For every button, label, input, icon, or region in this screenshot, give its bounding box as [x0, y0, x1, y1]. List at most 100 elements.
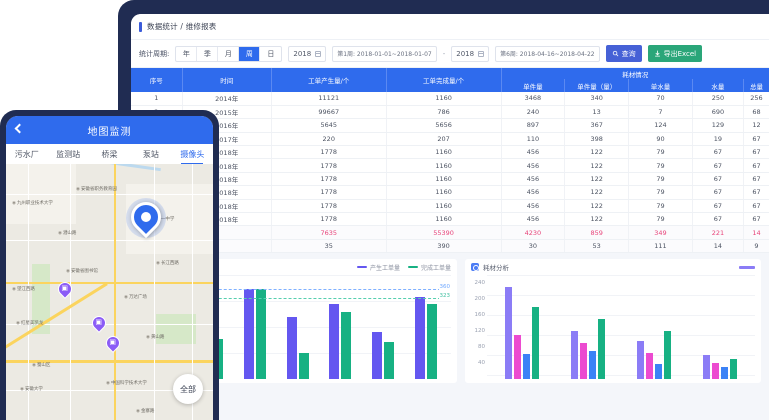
map-poi-label: 蜀山区 — [32, 362, 51, 368]
marker-line-created: 360 — [144, 284, 451, 291]
tab-camera[interactable]: 摄像头 — [172, 149, 213, 160]
col-group-materials: 耗材情况 — [501, 68, 769, 79]
table-cell: 19 — [692, 132, 744, 147]
week-range-end[interactable]: 第6周: 2018-04-16~2018-04-22 — [495, 45, 600, 62]
chart-icon — [471, 263, 479, 272]
table-row: 32016年5645565689736712412912 — [131, 118, 769, 133]
table-cell: 67 — [743, 132, 769, 147]
table-cell: 1160 — [386, 145, 502, 160]
year-end-picker[interactable]: 2018 — [451, 45, 490, 62]
period-option-day[interactable]: 日 — [267, 49, 275, 58]
tab-pump-station[interactable]: 泵站 — [142, 149, 159, 159]
week-range-start[interactable]: 第1周: 2018-01-01~2018-01-07 — [332, 45, 437, 62]
table-cell: 67 — [743, 199, 769, 214]
bar-B[interactable] — [711, 363, 719, 380]
bar-C[interactable] — [654, 364, 662, 380]
col-time: 时间 — [182, 68, 272, 92]
table-cell: 79 — [628, 199, 693, 214]
bar-A[interactable] — [505, 287, 513, 380]
material-chart-legend — [739, 265, 755, 269]
bar-产生工单量[interactable] — [371, 331, 382, 380]
legend-item-created[interactable]: 产生工单量 — [356, 263, 400, 272]
table-cell: 122 — [564, 185, 630, 200]
map-poi-label: 红星美凯龙 — [16, 320, 44, 326]
tab-monitoring-station[interactable]: 监测站 — [56, 149, 81, 159]
table-cell: 456 — [501, 185, 566, 200]
bar-完成工单量[interactable] — [383, 341, 394, 380]
breadcrumb: 数据统计 / 维修报表 — [131, 14, 769, 40]
export-excel-button[interactable]: 导出Excel — [647, 45, 703, 62]
table-cell: 250 — [692, 92, 744, 106]
period-option-quarter[interactable]: 季 — [197, 46, 219, 61]
bar-B[interactable] — [645, 353, 653, 380]
table-total-row: 合计763555390423085934922114 — [131, 225, 769, 240]
filter-toolbar: 统计周期: 年 季 月 周 日 2018 第1周: 2018-01-01~201… — [131, 40, 769, 68]
table-cell: 122 — [564, 145, 630, 160]
table-cell: 256 — [743, 92, 769, 106]
material-chart-card: 耗材分析 240 200 160 120 80 40 — [465, 259, 761, 384]
y-axis-tick: 80 — [478, 344, 485, 351]
bar-group — [493, 287, 552, 380]
bar-B[interactable] — [580, 343, 588, 380]
period-option-month[interactable]: 月 — [218, 46, 240, 61]
material-y-axis: 240 200 160 120 80 40 — [473, 275, 487, 379]
bar-A[interactable] — [636, 341, 644, 380]
table-cell: 122 — [564, 212, 630, 227]
bar-A[interactable] — [571, 331, 579, 380]
desktop-app-window: 数据统计 / 维修报表 统计周期: 年 季 月 周 日 2018 第1周: 20… — [131, 14, 769, 420]
year-start-picker[interactable]: 2018 — [288, 45, 327, 62]
legend-item-completed[interactable]: 完成工单量 — [407, 263, 451, 272]
table-cell: 99667 — [271, 105, 387, 120]
bar-产生工单量[interactable] — [329, 304, 340, 380]
report-table-container: 序号 时间 工单产生量/个 工单完成量/个 耗材情况 单件量 单件量（量） 单水… — [131, 68, 769, 254]
bar-D[interactable] — [598, 319, 606, 380]
work-order-chart-legend: 产生工单量 完成工单量 — [356, 263, 451, 272]
table-body: 12014年11121116034683407025025622015年9966… — [131, 92, 769, 254]
table-cell: 456 — [501, 199, 566, 214]
bar-C[interactable] — [523, 354, 531, 380]
map-view[interactable]: 九州职业技术大学 安徽省职务教育园 合肥市第一中学 潜山路 长江西路 安徽省图书… — [6, 164, 213, 420]
table-cell: 1160 — [386, 158, 502, 173]
table-cell: 786 — [386, 105, 502, 120]
bar-group — [362, 331, 405, 380]
bar-产生工单量[interactable] — [286, 316, 297, 380]
map-poi-label: 黄山路 — [146, 334, 165, 340]
table-cell: 390 — [386, 239, 502, 254]
map-poi-label: 万达广场 — [124, 294, 147, 300]
chevron-left-icon[interactable] — [14, 123, 25, 134]
bar-完成工单量[interactable] — [341, 311, 352, 380]
bar-完成工单量[interactable] — [426, 304, 437, 380]
bar-D[interactable] — [532, 307, 540, 380]
bar-完成工单量[interactable] — [298, 352, 309, 380]
bar-C[interactable] — [589, 351, 597, 380]
bar-A[interactable] — [702, 355, 710, 380]
maintenance-report-table: 序号 时间 工单产生量/个 工单完成量/个 耗材情况 单件量 单件量（量） 单水… — [131, 68, 769, 254]
period-option-week[interactable]: 周 — [239, 46, 261, 61]
bar-产生工单量[interactable] — [243, 289, 254, 380]
tab-bridge[interactable]: 桥梁 — [101, 149, 118, 159]
map-poi-label: 九州职业技术大学 — [12, 200, 53, 206]
period-segmented-control[interactable]: 年 季 月 周 日 — [175, 45, 283, 62]
table-row: 42017年220207110398901967 — [131, 132, 769, 147]
bar-D[interactable] — [729, 359, 737, 380]
bar-产生工单量[interactable] — [414, 296, 425, 380]
bar-D[interactable] — [663, 331, 671, 380]
all-filter-button[interactable]: 全部 — [173, 374, 203, 404]
tab-wastewater-plant[interactable]: 污水厂 — [14, 149, 39, 159]
bar-C[interactable] — [720, 367, 728, 380]
period-option-year[interactable]: 年 — [176, 46, 198, 61]
year-start-value: 2018 — [293, 49, 312, 58]
material-chart-title: 耗材分析 — [483, 264, 509, 273]
mobile-header: 地图监测 — [6, 116, 213, 144]
col-material-1: 单件量 — [501, 79, 566, 92]
marker-line-completed: 323 — [144, 293, 451, 300]
bar-完成工单量[interactable] — [255, 289, 266, 380]
table-cell: 110 — [501, 132, 566, 147]
table-cell: 67 — [692, 212, 744, 227]
table-cell: 35 — [271, 239, 387, 254]
table-cell: 67 — [743, 172, 769, 187]
query-button[interactable]: 查询 — [605, 45, 642, 62]
bar-B[interactable] — [514, 335, 522, 380]
table-cell: 1778 — [271, 212, 387, 227]
table-cell: 221 — [692, 225, 744, 240]
